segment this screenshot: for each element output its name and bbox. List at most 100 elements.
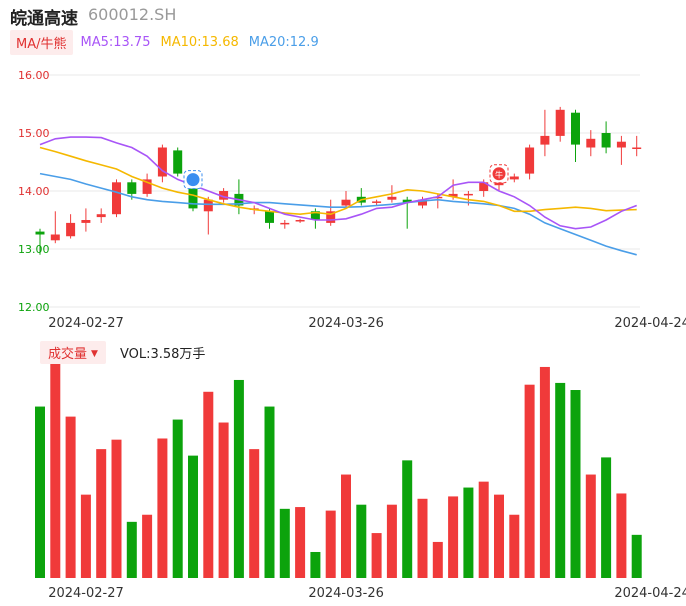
volume-x-tick-label: 2024-03-26 [308, 586, 384, 601]
volume-bar [157, 438, 168, 578]
stock-code: 600012.SH [88, 5, 177, 24]
volume-x-tick-label: 2024-02-27 [48, 586, 124, 601]
blue-badge-icon [183, 170, 203, 190]
ma-selector-tag[interactable]: MA/牛熊 [10, 29, 73, 55]
volume-bar [463, 487, 474, 578]
volume-bar [585, 474, 596, 578]
candle-body [540, 135, 550, 145]
candle-body [326, 211, 336, 223]
candle-body [127, 182, 137, 194]
volume-bar [126, 521, 137, 578]
volume-bar [432, 541, 443, 578]
candle-body [112, 182, 121, 215]
candle-body [280, 222, 290, 225]
candle-body [219, 191, 229, 200]
candle-body [310, 211, 320, 220]
volume-bar [631, 534, 642, 578]
candle-body [50, 234, 60, 241]
candle-body [555, 109, 565, 136]
candle-body [632, 147, 642, 149]
volume-bar [356, 504, 367, 578]
y-tick-label: 14.00 [18, 185, 50, 198]
candle-body [341, 199, 351, 206]
volume-bar [310, 551, 321, 578]
volume-bar [402, 460, 413, 578]
candle-body [586, 138, 596, 148]
price-x-tick-label: 2024-03-26 [308, 316, 384, 331]
ma10-label: MA10:13.68 [160, 34, 239, 50]
candle-body [295, 220, 305, 222]
candle-body [81, 220, 91, 223]
volume-bar [218, 422, 229, 578]
candle-body [387, 196, 397, 200]
y-tick-label: 12.00 [18, 301, 50, 314]
volume-bar [279, 508, 290, 578]
volume-bar [172, 419, 183, 578]
volume-bar [35, 406, 45, 578]
candle-body [265, 211, 274, 223]
candle-body [142, 179, 152, 194]
volume-x-tick-label: 2024-04-24 [614, 586, 686, 601]
candle-body [203, 199, 213, 212]
candle-body [479, 182, 489, 191]
volume-bar [555, 382, 566, 578]
caret-down-icon: ▼ [91, 348, 98, 359]
marker-dot [492, 167, 506, 181]
candle-body [525, 147, 535, 174]
volume-bar [371, 533, 382, 578]
volume-bar [616, 493, 627, 578]
volume-bar [233, 379, 244, 578]
stock-name: 皖通高速 [10, 9, 78, 29]
ma-legend: MA/牛熊 MA5:13.75 MA10:13.68 MA20:12.9 [10, 29, 329, 55]
candle-body [418, 199, 427, 206]
volume-bar [80, 494, 91, 578]
price-x-tick-label: 2024-02-27 [48, 316, 124, 331]
volume-bar [478, 481, 489, 578]
volume-bar [341, 474, 351, 578]
candle-body [601, 133, 611, 148]
candle-body [509, 176, 519, 180]
candle-body [96, 214, 106, 218]
volume-bar [96, 449, 107, 578]
candle-body [448, 193, 458, 197]
volume-selector-tag[interactable]: 成交量 ▼ [40, 340, 106, 364]
volume-legend: 成交量 ▼ VOL:3.58万手 [40, 340, 206, 364]
candle-body [35, 231, 45, 235]
ma5-line [39, 136, 637, 230]
candle-body [402, 199, 412, 203]
candle-body [188, 176, 198, 209]
y-tick-label: 16.00 [18, 69, 50, 82]
ma5-label: MA5:13.75 [80, 34, 151, 50]
volume-bar [325, 510, 336, 578]
volume-bar [264, 406, 275, 578]
ma20-label: MA20:12.9 [248, 34, 319, 50]
volume-bar [142, 514, 153, 578]
volume-tag-label: 成交量 [48, 346, 88, 362]
candle-body [571, 112, 580, 145]
volume-bar [570, 390, 581, 578]
candle-body [173, 150, 183, 174]
volume-bar [494, 494, 504, 578]
volume-bar [295, 507, 306, 578]
marker-text: 牛 [495, 169, 503, 179]
volume-bar [111, 439, 122, 578]
y-tick-label: 13.00 [18, 243, 50, 256]
volume-bar [50, 364, 61, 578]
price-x-tick-label: 2024-04-24 [614, 316, 686, 331]
y-tick-label: 15.00 [18, 127, 50, 140]
volume-bar [448, 496, 459, 578]
candle-body [463, 193, 473, 196]
volume-bar [386, 504, 397, 578]
volume-bar [509, 514, 520, 578]
volume-bar [65, 416, 76, 578]
candle-body [616, 141, 626, 148]
ma10-line [39, 146, 637, 216]
volume-bar [417, 498, 428, 578]
volume-bar [203, 391, 214, 578]
volume-bar [188, 455, 198, 578]
volume-value-label: VOL:3.58万手 [119, 346, 206, 362]
candle-body [157, 147, 167, 177]
volume-bar [524, 384, 535, 578]
volume-bar [601, 457, 612, 578]
